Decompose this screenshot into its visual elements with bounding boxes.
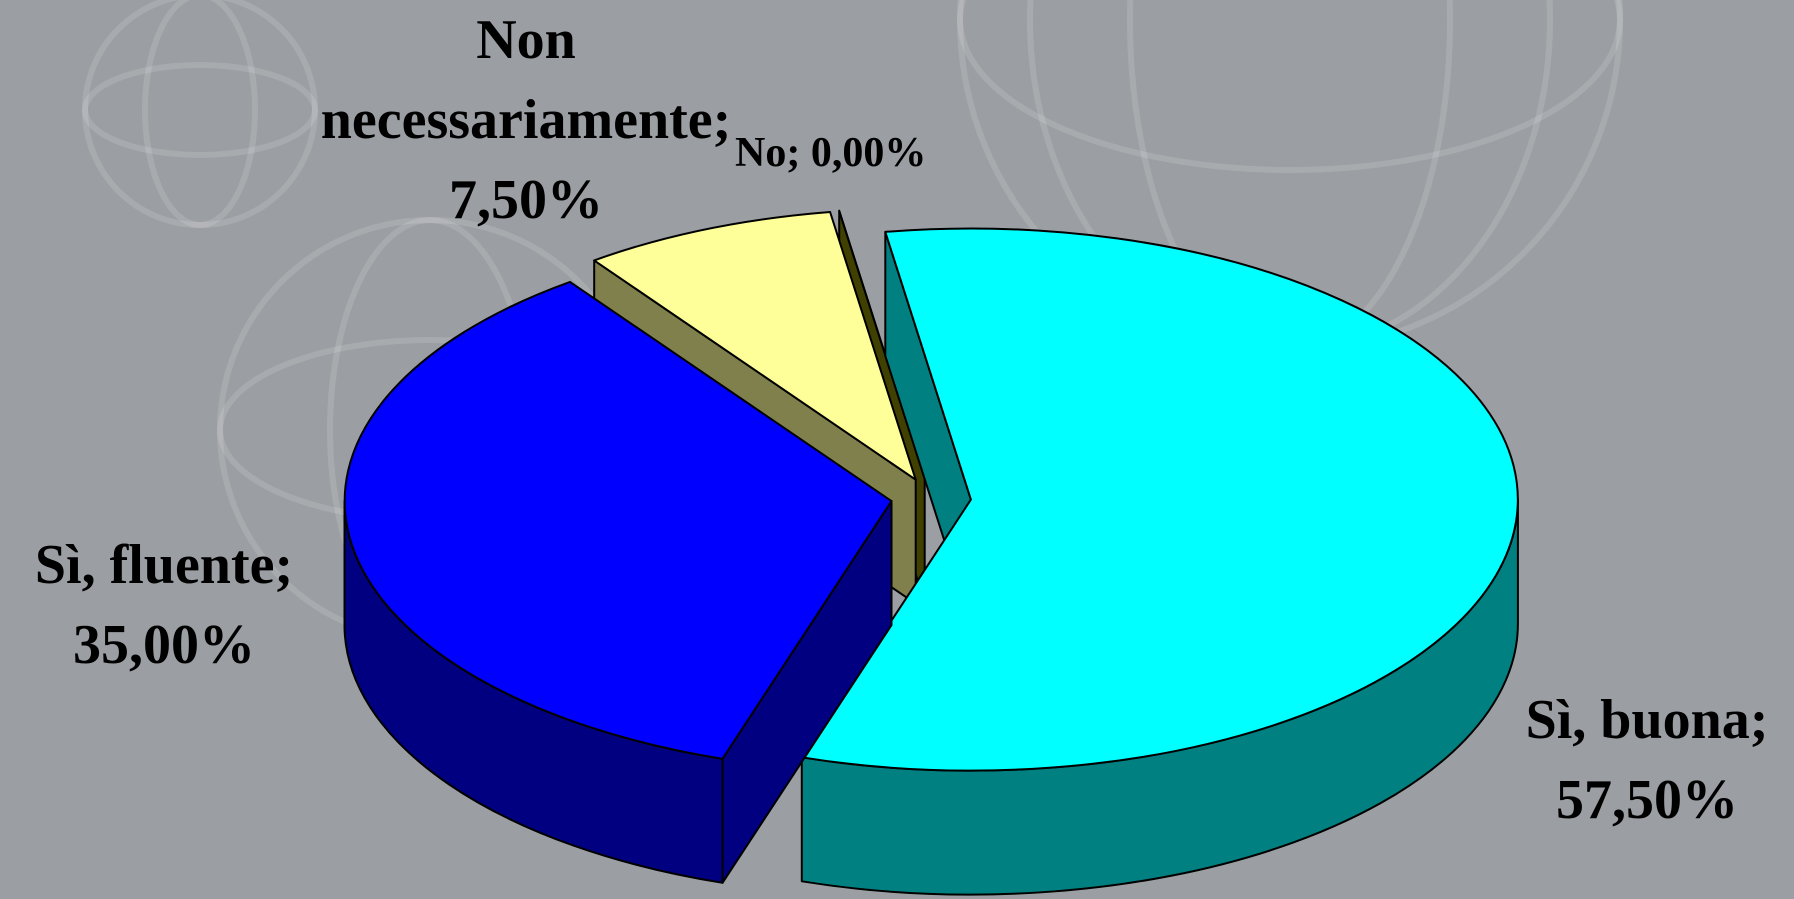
data-label: Non necessariamente; 7,50% (286, 0, 766, 240)
label-separator: ; (1750, 689, 1769, 751)
category-label: Non necessariamente (321, 9, 713, 151)
data-label: Sì, fluente; 35,00% (4, 525, 324, 685)
data-label: Sì, buona; 57,50% (1487, 680, 1794, 840)
data-label: No; 0,00% (735, 128, 926, 178)
value-label: 7,50% (286, 160, 766, 240)
category-label: No (735, 130, 786, 176)
page: Sì, buona; 57,50% Sì, fluente; 35,00% Non ne… (0, 0, 1794, 899)
value-label: 0,00% (811, 130, 927, 176)
category-label: Sì, fluente (35, 534, 275, 596)
value-label: 57,50% (1487, 760, 1794, 840)
label-separator: ; (274, 534, 293, 596)
label-separator: ; (713, 89, 732, 151)
pie (345, 211, 1518, 895)
category-label: Sì, buona (1526, 689, 1750, 751)
label-separator: ; (786, 130, 800, 176)
value-label: 35,00% (4, 605, 324, 685)
